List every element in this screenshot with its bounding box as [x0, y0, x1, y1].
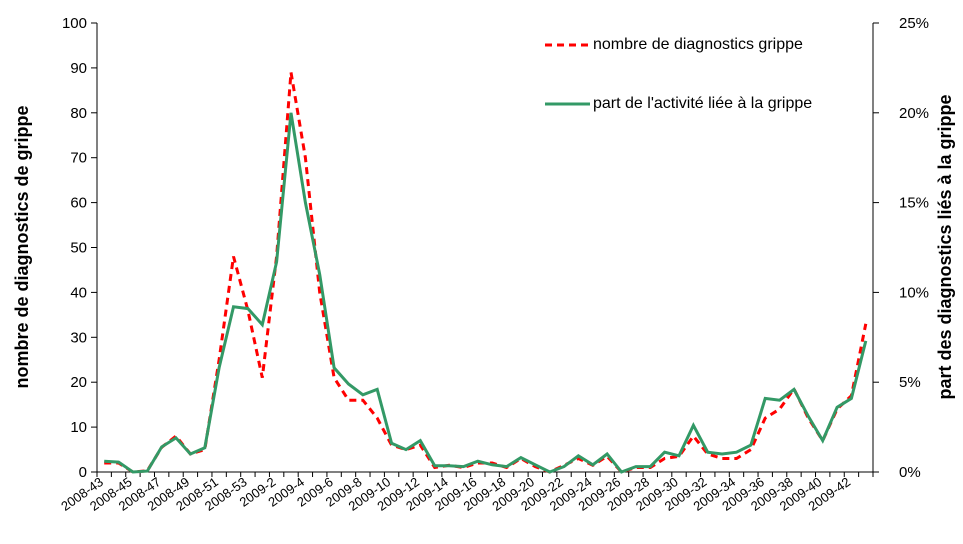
y2-tick-label: 5%	[899, 374, 921, 391]
y2-tick-label: 0%	[899, 464, 921, 481]
y-tick-label: 100	[62, 15, 87, 32]
y2-tick-label: 10%	[899, 284, 929, 301]
y-tick-label: 40	[70, 284, 87, 301]
y-tick-label: 30	[70, 329, 87, 346]
y-tick-label: 0	[79, 464, 87, 481]
y2-tick-label: 25%	[899, 15, 929, 32]
y-tick-label: 50	[70, 240, 87, 257]
y-tick-label: 20	[70, 374, 87, 391]
y-tick-label: 70	[70, 150, 87, 167]
y-axis-title: nombre de diagnostics de grippe	[12, 105, 32, 388]
series-line	[104, 72, 868, 474]
y2-tick-label: 15%	[899, 195, 929, 212]
y-tick-label: 80	[70, 105, 87, 122]
series-line	[104, 112, 868, 474]
y-tick-label: 60	[70, 195, 87, 212]
y2-axis-title: part des diagnostics liés à la grippe	[935, 94, 955, 399]
y2-tick-label: 20%	[899, 105, 929, 122]
y-tick-label: 90	[70, 60, 87, 77]
legend-label: part de l'activité liée à la grippe	[593, 95, 813, 112]
y-tick-label: 10	[70, 419, 87, 436]
legend-label: nombre de diagnostics grippe	[593, 36, 803, 53]
